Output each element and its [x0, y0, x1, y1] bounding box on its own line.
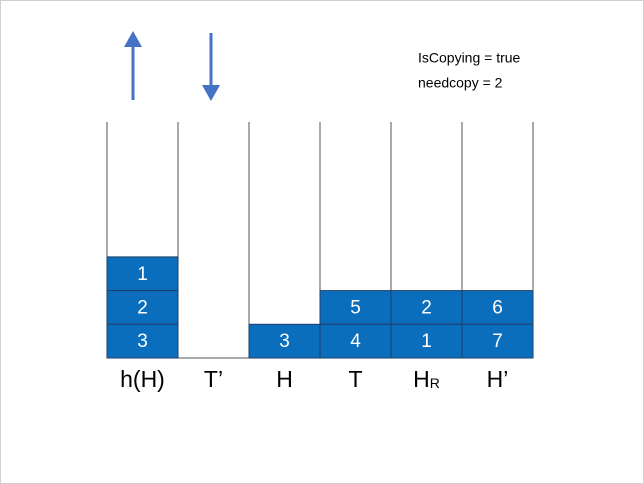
cell [319, 323, 392, 359]
cell-value: 2 [421, 297, 432, 318]
label-text: H [413, 366, 430, 392]
label-text: H’ [487, 366, 509, 392]
label-text: T [348, 366, 362, 392]
cell-value: 7 [492, 331, 503, 352]
cell-value: 1 [137, 264, 148, 285]
pop-arrow [202, 33, 220, 101]
cell [461, 323, 534, 359]
stack-label: h(H) [120, 366, 165, 392]
cell-value: 6 [492, 297, 503, 318]
annotation: IsCopying = true [418, 50, 521, 66]
cell [106, 290, 179, 325]
label-subscript: R [430, 375, 440, 391]
cell [319, 290, 392, 325]
stack-label: T [348, 366, 362, 392]
cell [106, 323, 179, 359]
annotation: needcopy = 2 [418, 75, 503, 91]
label-text: h(H) [120, 366, 165, 392]
stack-label: T’ [204, 366, 223, 392]
stack-label: HR [413, 366, 440, 392]
stack-label: H’ [487, 366, 509, 392]
cell [461, 290, 534, 325]
push-arrow [124, 31, 142, 100]
cell [106, 256, 179, 292]
cell-value: 3 [279, 331, 290, 352]
cell-value: 1 [421, 331, 432, 352]
cell-value: 4 [350, 331, 361, 352]
label-text: H [276, 366, 293, 392]
cell [248, 323, 321, 359]
label-text: T’ [204, 366, 223, 392]
stack-label: H [276, 366, 293, 392]
cell-value: 3 [137, 331, 148, 352]
cell-value: 2 [137, 297, 148, 318]
cell-value: 5 [350, 297, 361, 318]
